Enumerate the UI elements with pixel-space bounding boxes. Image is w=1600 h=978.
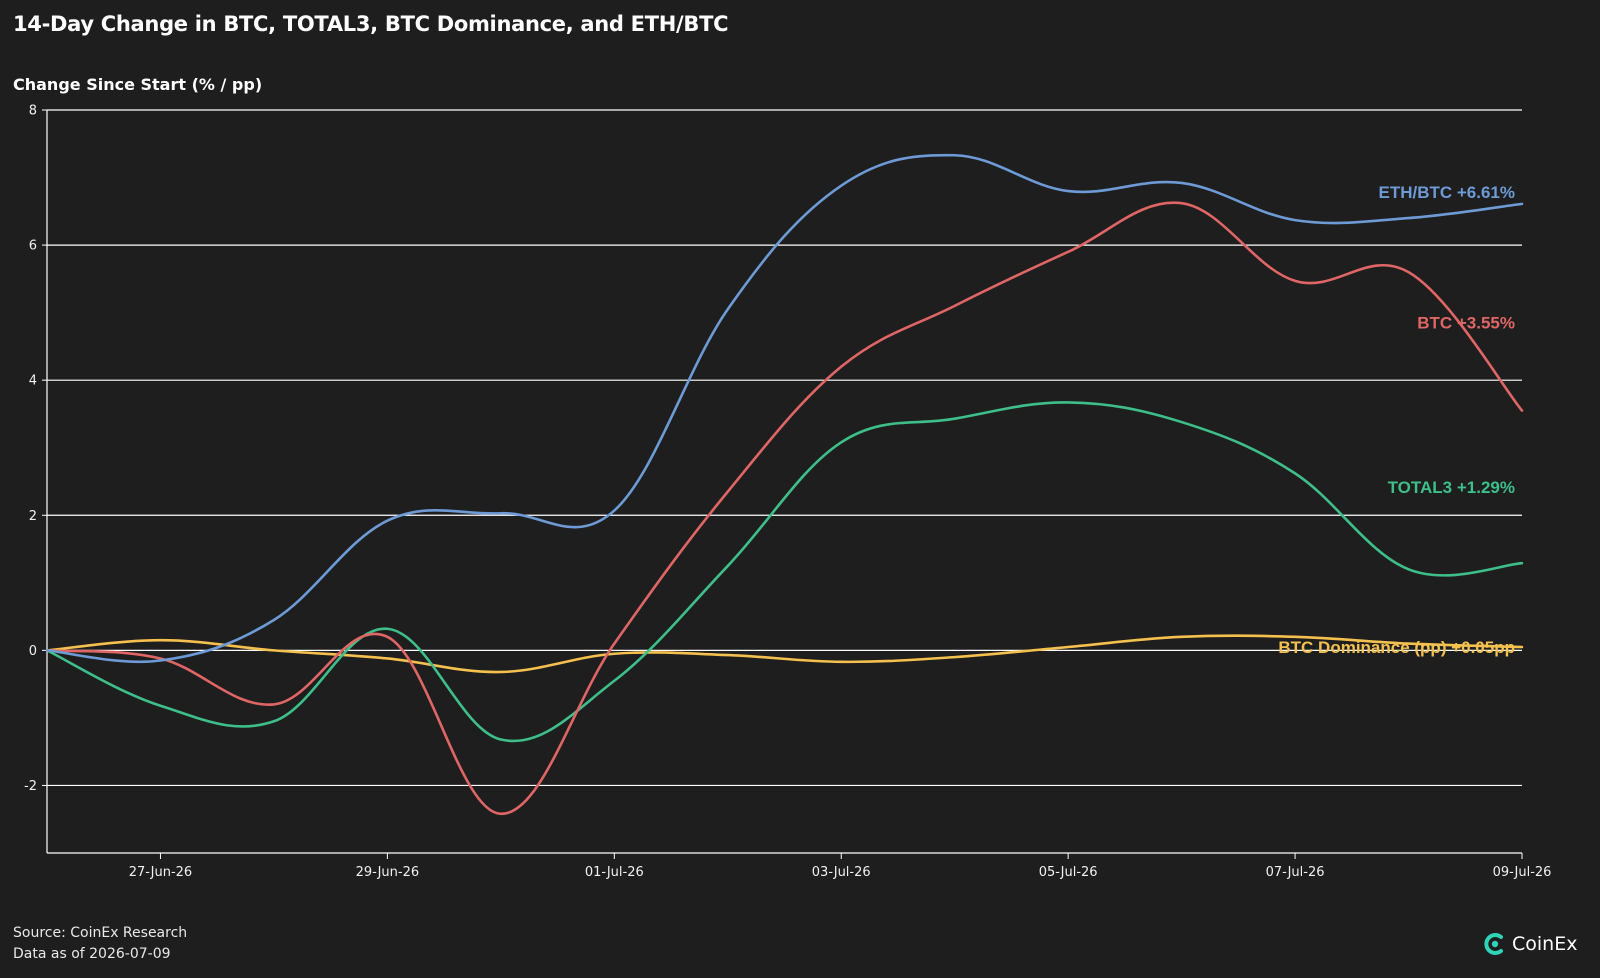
series-end-label-btc: BTC +3.55% xyxy=(1417,314,1515,333)
series-lines xyxy=(45,153,1524,816)
x-tick-label: 01-Jul-26 xyxy=(585,865,644,880)
chart-title: 14-Day Change in BTC, TOTAL3, BTC Domina… xyxy=(13,12,729,36)
y-tick-label: -2 xyxy=(24,779,37,794)
brand-name: CoinEx xyxy=(1512,933,1578,955)
y-tick-label: 2 xyxy=(29,509,37,524)
series-end-label-eth-btc: ETH/BTC +6.61% xyxy=(1378,183,1515,202)
y-axis-label: Change Since Start (% / pp) xyxy=(13,75,263,94)
grid-lines xyxy=(47,109,1522,787)
y-tick-label: 8 xyxy=(29,104,37,119)
axes: -2 0 2 4 6 8 27-Jun-26 29-Jun-26 01-Jul-26 03-Jul… xyxy=(24,104,1551,881)
y-tick-label: 6 xyxy=(29,239,37,254)
x-tick-label: 03-Jul-26 xyxy=(812,865,871,880)
coinex-logo-icon xyxy=(1484,933,1503,955)
data-as-of-note: Data as of 2026-07-09 xyxy=(13,946,171,962)
x-tick-label: 05-Jul-26 xyxy=(1039,865,1098,880)
x-tick-label: 29-Jun-26 xyxy=(356,865,420,880)
x-tick-label: 07-Jul-26 xyxy=(1266,865,1325,880)
series-line-btc xyxy=(45,201,1524,816)
x-tick-label: 27-Jun-26 xyxy=(129,865,193,880)
series-line-total3 xyxy=(45,401,1524,743)
series-end-label-total3: TOTAL3 +1.29% xyxy=(1388,478,1515,497)
series-line-btc-dominance xyxy=(45,634,1524,674)
series-end-labels: ETH/BTC +6.61% BTC +3.55% TOTAL3 +1.29% BTC… xyxy=(1278,183,1515,657)
x-tick-label: 09-Jul-26 xyxy=(1493,865,1552,880)
brand-logo: CoinEx xyxy=(1482,931,1577,957)
series-line-eth-btc xyxy=(45,153,1524,664)
series-end-label-btc-dominance: BTC Dominance (pp) +0.05pp xyxy=(1278,638,1515,657)
source-note: Source: CoinEx Research xyxy=(13,925,188,941)
y-tick-label: 0 xyxy=(29,644,37,659)
y-tick-label: 4 xyxy=(29,374,37,389)
